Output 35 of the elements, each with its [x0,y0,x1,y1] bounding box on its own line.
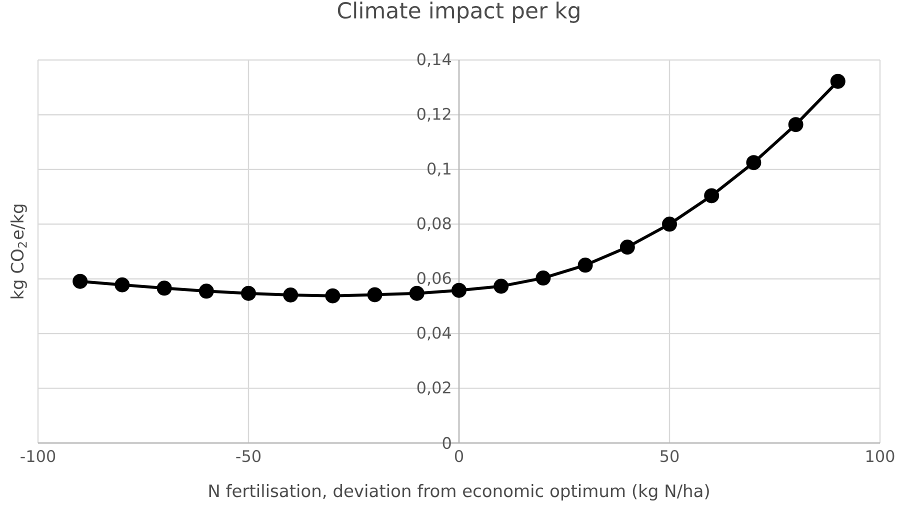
point [283,287,298,302]
y-tick-label: 0,06 [417,272,451,286]
x-tick-label: -100 [20,450,56,462]
point [830,74,846,89]
chart-title: Climate impact per kg [338,2,580,23]
x-tick-label: -50 [236,450,261,462]
point [198,284,214,299]
x-tick-label: 50 [660,450,679,462]
y-tick-label: 0,04 [417,326,452,340]
point [662,216,677,232]
y-tick-label: 0,12 [417,108,450,122]
x-tick-label: 100 [866,450,894,462]
point [578,258,593,273]
point [494,278,509,294]
y-tick-label: 0 [442,436,451,450]
point [452,282,466,298]
point [620,240,635,255]
point [367,287,382,302]
point [746,155,762,170]
point [536,270,551,286]
point [409,286,424,301]
point [788,117,804,132]
y-axis-title: kg CO$_{2}$e/kg [10,204,27,298]
x-tick-label: 0 [454,450,464,462]
point [704,188,720,204]
y-tick-label: 0,02 [417,381,450,396]
x-axis-title: N fertilisation, deviation from economic optimum (kg N/ha) [209,484,709,501]
y-tick-label: 0,1 [428,162,450,176]
point [156,280,172,296]
y-tick-label: 0,08 [417,217,451,232]
y-tick-label: 0,14 [417,53,452,67]
point [241,286,256,301]
point [114,277,130,292]
point [72,274,88,289]
point [325,288,340,304]
